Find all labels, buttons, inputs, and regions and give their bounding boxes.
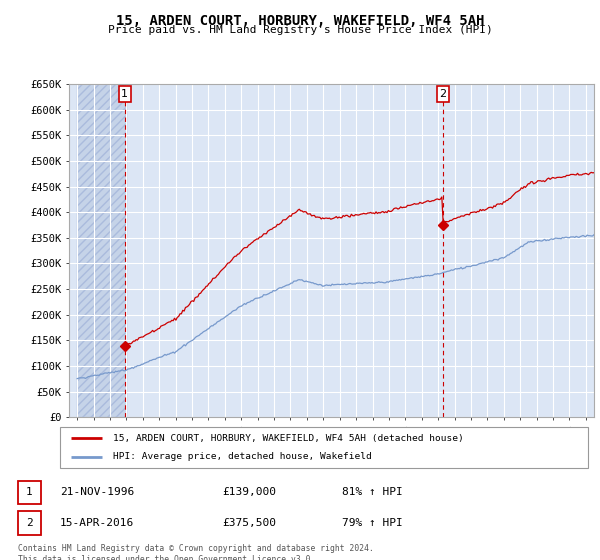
Text: 79% ↑ HPI: 79% ↑ HPI <box>342 518 403 528</box>
Text: 2: 2 <box>26 518 33 528</box>
Text: HPI: Average price, detached house, Wakefield: HPI: Average price, detached house, Wake… <box>113 452 371 461</box>
Text: 2: 2 <box>439 89 446 99</box>
Text: £375,500: £375,500 <box>222 518 276 528</box>
Text: £139,000: £139,000 <box>222 487 276 497</box>
Text: 1: 1 <box>121 89 128 99</box>
Text: 15-APR-2016: 15-APR-2016 <box>60 518 134 528</box>
Text: 15, ARDEN COURT, HORBURY, WAKEFIELD, WF4 5AH (detached house): 15, ARDEN COURT, HORBURY, WAKEFIELD, WF4… <box>113 433 464 442</box>
Text: Price paid vs. HM Land Registry's House Price Index (HPI): Price paid vs. HM Land Registry's House … <box>107 25 493 35</box>
Bar <box>18 480 41 504</box>
Text: 81% ↑ HPI: 81% ↑ HPI <box>342 487 403 497</box>
Text: 15, ARDEN COURT, HORBURY, WAKEFIELD, WF4 5AH: 15, ARDEN COURT, HORBURY, WAKEFIELD, WF4… <box>116 14 484 28</box>
Text: 1: 1 <box>26 487 33 497</box>
Text: Contains HM Land Registry data © Crown copyright and database right 2024.
This d: Contains HM Land Registry data © Crown c… <box>18 544 374 560</box>
Text: 21-NOV-1996: 21-NOV-1996 <box>60 487 134 497</box>
Bar <box>18 511 41 535</box>
